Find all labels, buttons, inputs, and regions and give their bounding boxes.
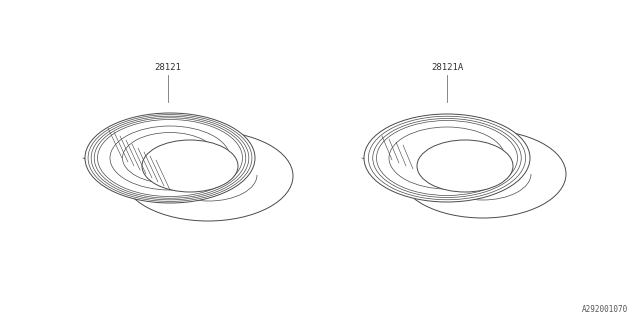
Text: 28121A: 28121A (431, 63, 463, 72)
Ellipse shape (417, 140, 513, 192)
Ellipse shape (123, 131, 293, 221)
Text: A292001070: A292001070 (582, 305, 628, 314)
Text: 28121: 28121 (155, 63, 181, 72)
Ellipse shape (85, 113, 255, 203)
Ellipse shape (364, 114, 530, 202)
Ellipse shape (400, 130, 566, 218)
Ellipse shape (142, 140, 238, 192)
